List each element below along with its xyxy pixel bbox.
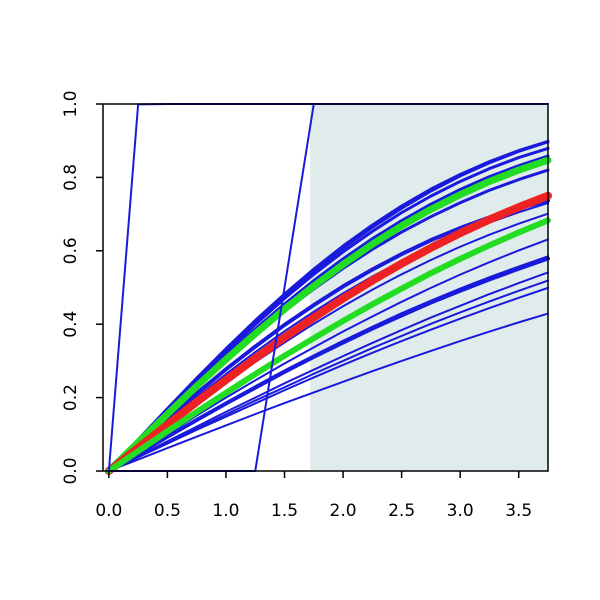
x-tick-label: 1.5 [271, 501, 298, 521]
series-line-red-18 [104, 191, 552, 475]
x-tick-label: 2.5 [388, 501, 415, 521]
series-line-blue-5 [107, 279, 549, 472]
y-tick-label: 1.0 [61, 90, 81, 117]
x-tick-label: 1.0 [212, 501, 239, 521]
series-line-blue-7 [107, 312, 549, 472]
series-line-green-17 [105, 156, 552, 475]
series-line-blue-4 [107, 271, 549, 472]
series-line-blue-6 [107, 286, 549, 472]
x-tick-label: 3.0 [447, 501, 474, 521]
x-tick-label: 2.0 [330, 501, 357, 521]
y-tick-label: 0.2 [61, 384, 81, 411]
x-tick-label: 3.5 [505, 501, 532, 521]
series-line-blue-13 [107, 139, 550, 473]
x-tick-label: 0.5 [154, 501, 181, 521]
y-tick-label: 0.0 [61, 457, 81, 484]
x-tick-label: 0.0 [95, 501, 122, 521]
series-layer [104, 103, 552, 475]
y-tick-label: 0.8 [61, 164, 81, 191]
axes-layer: 0.0 0.2 0.4 0.6 0.8 1.0 0.0 0.5 1.0 1.5 2.0 2.5 3.0 3… [61, 90, 549, 521]
y-tick-label: 0.4 [61, 311, 81, 338]
series-line-green-19 [105, 217, 551, 474]
y-tick-label: 0.6 [61, 237, 81, 264]
series-line-blue-9 [106, 256, 550, 473]
plot-frame [102, 103, 549, 472]
